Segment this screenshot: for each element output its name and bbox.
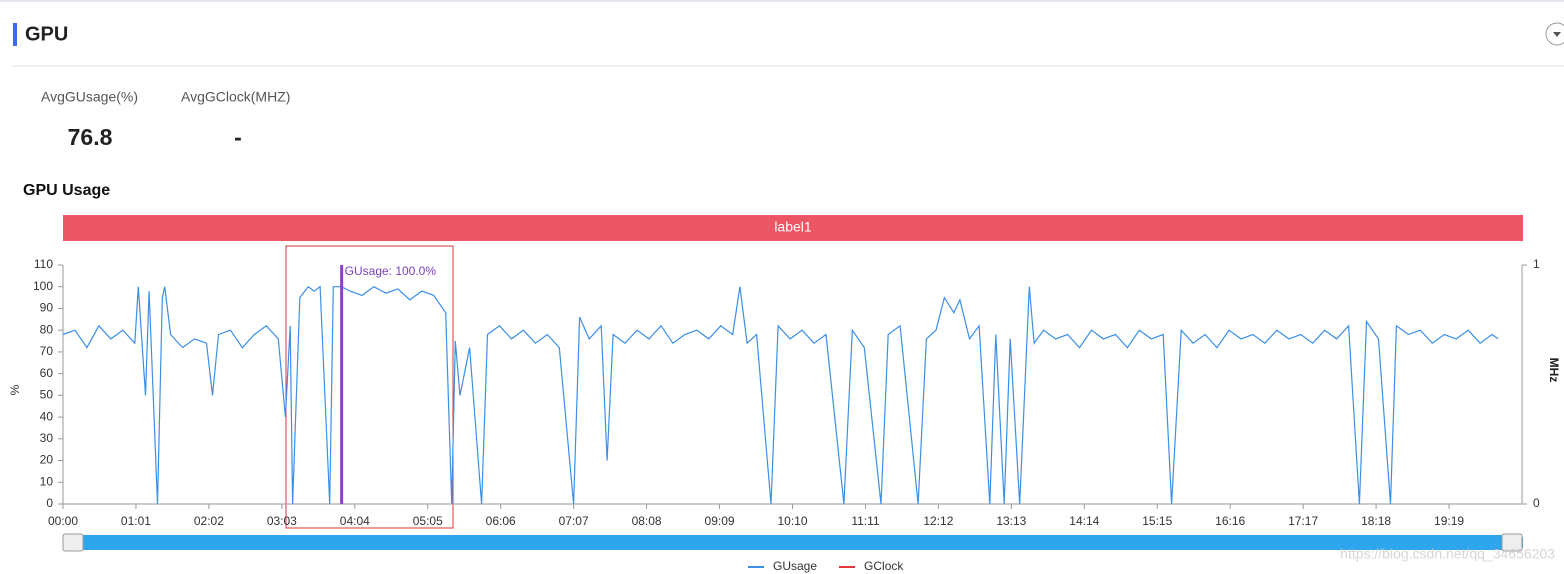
x-tick-label: 17:17 (1288, 514, 1318, 528)
x-tick-label: 19:19 (1434, 514, 1464, 528)
series-line (62, 285, 1499, 505)
label-band[interactable] (63, 215, 1523, 241)
x-tick-label: 03:03 (267, 514, 297, 528)
page-title: GPU (25, 23, 68, 45)
y-tick-label: 110 (34, 257, 53, 271)
y-tick-label: 60 (40, 366, 54, 380)
x-tick-label: 18:18 (1361, 514, 1391, 528)
collapse-arrow[interactable] (1553, 32, 1561, 37)
x-tick-label: 12:12 (923, 514, 953, 528)
x-tick-label: 15:15 (1142, 514, 1172, 528)
x-tick-label: 02:02 (194, 514, 224, 528)
y-tick-label: 70 (40, 344, 54, 358)
legend-label[interactable]: GUsage (773, 559, 817, 573)
x-tick-label: 00:00 (48, 514, 78, 528)
y2-axis-label: MHz (1547, 358, 1561, 383)
stat-label: AvgGClock(MHZ) (181, 89, 290, 105)
label-band-text[interactable]: label1 (774, 219, 812, 235)
stat-value: 76.8 (68, 124, 113, 150)
x-tick-label: 16:16 (1215, 514, 1245, 528)
y-tick-label: 0 (46, 496, 53, 510)
y2-tick-label: 1 (1533, 257, 1540, 271)
y-tick-label: 30 (40, 431, 54, 445)
y-tick-label: 10 (40, 474, 54, 488)
watermark: https://blog.csdn.net/qq_34656203 (1340, 546, 1555, 562)
legend-label[interactable]: GClock (864, 559, 904, 573)
y-tick-label: 90 (40, 301, 54, 315)
y2-tick-label: 0 (1533, 496, 1540, 510)
stat-label: AvgGUsage(%) (41, 89, 138, 105)
x-tick-label: 06:06 (486, 514, 516, 528)
selection-box (285, 245, 454, 529)
x-tick-label: 04:04 (340, 514, 370, 528)
y-tick-label: 40 (40, 409, 54, 423)
title-accent (13, 23, 17, 46)
slider-track[interactable] (63, 535, 1523, 550)
hover-tooltip: GUsage: 100.0% (345, 264, 437, 278)
slider-handle[interactable] (62, 533, 84, 552)
x-tick-label: 08:08 (632, 514, 662, 528)
stat-value: - (234, 124, 242, 150)
zoom-slider[interactable] (62, 533, 1523, 552)
x-tick-label: 14:14 (1069, 514, 1099, 528)
y-tick-label: 50 (40, 388, 54, 402)
section-title: GPU Usage (23, 182, 110, 199)
x-tick-label: 11:11 (851, 514, 880, 528)
x-tick-label: 13:13 (996, 514, 1026, 528)
x-tick-label: 10:10 (777, 514, 807, 528)
y-axis-label: % (8, 384, 22, 395)
y-tick-label: 80 (40, 322, 54, 336)
y-tick-label: 20 (40, 453, 54, 467)
slider-handle[interactable] (1501, 533, 1523, 552)
x-tick-label: 05:05 (413, 514, 443, 528)
x-tick-label: 01:01 (121, 514, 151, 528)
y-tick-label: 100 (33, 279, 53, 293)
x-tick-label: 09:09 (705, 514, 735, 528)
x-tick-label: 07:07 (559, 514, 589, 528)
collapse-button[interactable] (1545, 22, 1564, 46)
